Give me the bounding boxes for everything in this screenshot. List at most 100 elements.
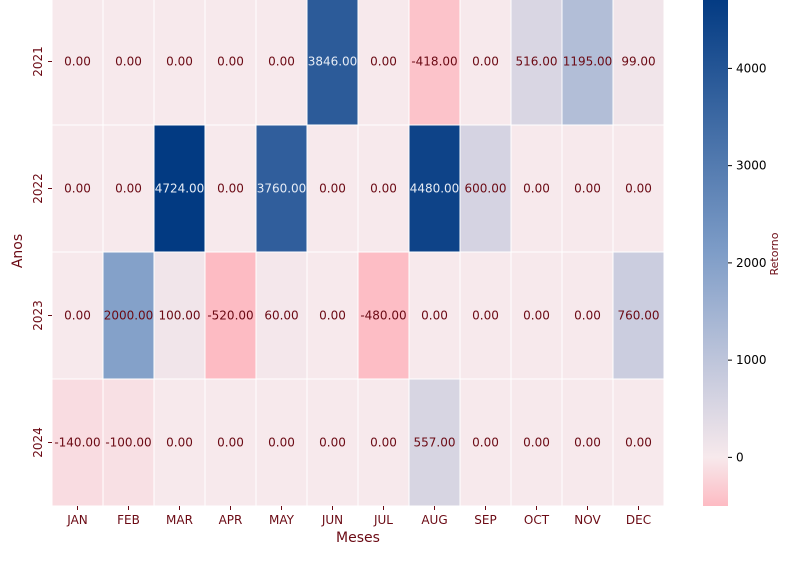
heatmap-cell xyxy=(408,124,461,253)
heatmap-cell xyxy=(51,124,104,253)
cell-value-label: 0.00 xyxy=(625,436,652,450)
cell-value-label: 0.00 xyxy=(523,436,550,450)
heatmap-cell xyxy=(255,378,308,507)
cell-value-label: 0.00 xyxy=(166,436,193,450)
cell-value-label: 0.00 xyxy=(472,309,499,323)
heatmap-cells xyxy=(51,0,665,507)
colorbar-tick-label: 3000 xyxy=(736,159,767,173)
heatmap-cell xyxy=(561,0,614,126)
heatmap-cell xyxy=(459,124,512,253)
cell-value-label: 0.00 xyxy=(64,55,91,69)
heatmap-cell xyxy=(459,251,512,380)
x-tick-label: SEP xyxy=(474,513,496,527)
heatmap-cell xyxy=(204,0,257,126)
heatmap-cell xyxy=(357,124,410,253)
cell-value-label: 100.00 xyxy=(159,309,201,323)
heatmap-cell xyxy=(51,0,104,126)
x-tick-label: JAN xyxy=(66,513,88,527)
cell-value-label: 0.00 xyxy=(523,309,550,323)
cell-value-label: -520.00 xyxy=(207,309,253,323)
cell-value-label: 2000.00 xyxy=(104,309,154,323)
y-axis-ticks: 2021 2022 2023 2024 xyxy=(31,46,52,458)
x-tick-label: MAY xyxy=(269,513,295,527)
heatmap-cell xyxy=(102,251,155,380)
cell-value-label: 0.00 xyxy=(370,436,397,450)
heatmap-cell xyxy=(510,0,563,126)
cell-value-label: 0.00 xyxy=(217,182,244,196)
heatmap-cell xyxy=(612,378,665,507)
heatmap-cell xyxy=(561,251,614,380)
x-tick-label: NOV xyxy=(574,513,601,527)
cell-value-label: 4724.00 xyxy=(155,182,205,196)
cell-value-label: 0.00 xyxy=(625,182,652,196)
cell-value-label: 0.00 xyxy=(64,182,91,196)
heatmap-cell xyxy=(612,124,665,253)
cell-value-label: 99.00 xyxy=(621,55,655,69)
cell-value-label: 0.00 xyxy=(268,55,295,69)
heatmap-cell xyxy=(306,124,359,253)
heatmap-cell xyxy=(510,124,563,253)
colorbar-tick-label: 4000 xyxy=(736,61,767,75)
heatmap-cell xyxy=(255,0,308,126)
x-tick-label: JUL xyxy=(373,513,393,527)
colorbar-label: Retorno xyxy=(768,232,781,275)
heatmap-cell xyxy=(408,0,461,126)
cell-value-label: 0.00 xyxy=(319,182,346,196)
colorbar-ticks: 0 1000 2000 3000 4000 xyxy=(728,61,767,464)
cell-value-label: -480.00 xyxy=(360,309,406,323)
cell-value-label: 0.00 xyxy=(319,309,346,323)
y-axis-label: Anos xyxy=(10,234,26,268)
cell-value-label: 0.00 xyxy=(421,309,448,323)
colorbar-tick-label: 1000 xyxy=(736,353,767,367)
cell-value-label: -100.00 xyxy=(105,436,151,450)
y-tick-label: 2022 xyxy=(31,173,45,204)
cell-value-label: 60.00 xyxy=(264,309,298,323)
heatmap-cell xyxy=(204,251,257,380)
cell-value-label: 4480.00 xyxy=(410,182,460,196)
x-tick-label: OCT xyxy=(524,513,550,527)
x-tick-label: MAR xyxy=(166,513,193,527)
colorbar xyxy=(703,0,728,506)
cell-value-label: 0.00 xyxy=(268,436,295,450)
cell-value-label: 0.00 xyxy=(574,182,601,196)
heatmap-cell xyxy=(612,251,665,380)
cell-value-label: 0.00 xyxy=(319,436,346,450)
cell-value-label: 0.00 xyxy=(166,55,193,69)
cell-value-label: 0.00 xyxy=(523,182,550,196)
x-axis-ticks: JAN FEB MAR APR MAY JUN JUL AUG SEP OCT NOV DEC xyxy=(66,506,651,527)
cell-value-label: 3760.00 xyxy=(257,182,307,196)
cell-value-label: 3846.00 xyxy=(308,55,358,69)
heatmap-cell xyxy=(255,251,308,380)
y-tick-label: 2023 xyxy=(31,300,45,331)
heatmap-cell xyxy=(357,0,410,126)
heatmap-cell xyxy=(153,251,206,380)
heatmap-cell xyxy=(102,124,155,253)
x-tick-label: APR xyxy=(219,513,243,527)
cell-value-label: -140.00 xyxy=(54,436,100,450)
heatmap-cell xyxy=(459,0,512,126)
cell-value-label: 0.00 xyxy=(64,309,91,323)
cell-value-label: 0.00 xyxy=(115,182,142,196)
cell-value-label: 0.00 xyxy=(574,309,601,323)
heatmap-cell xyxy=(306,0,359,126)
heatmap-cell xyxy=(153,0,206,126)
heatmap-cell xyxy=(612,0,665,126)
heatmap-cell xyxy=(255,124,308,253)
cell-value-label: 1195.00 xyxy=(563,55,613,69)
cell-value-label: 0.00 xyxy=(472,55,499,69)
cell-value-label: 0.00 xyxy=(370,182,397,196)
colorbar-tick-label: 0 xyxy=(736,450,744,464)
cell-value-label: 0.00 xyxy=(217,55,244,69)
heatmap-cell xyxy=(102,378,155,507)
cell-value-label: 0.00 xyxy=(472,436,499,450)
cell-value-label: 0.00 xyxy=(217,436,244,450)
x-axis-label: Meses xyxy=(336,530,380,546)
y-tick-label: 2024 xyxy=(31,427,45,458)
heatmap-cell xyxy=(357,251,410,380)
y-tick-label: 2021 xyxy=(31,46,45,77)
cell-value-label: 0.00 xyxy=(574,436,601,450)
cell-value-label: 0.00 xyxy=(115,55,142,69)
x-tick-label: JUN xyxy=(321,513,343,527)
heatmap-cell xyxy=(51,378,104,507)
